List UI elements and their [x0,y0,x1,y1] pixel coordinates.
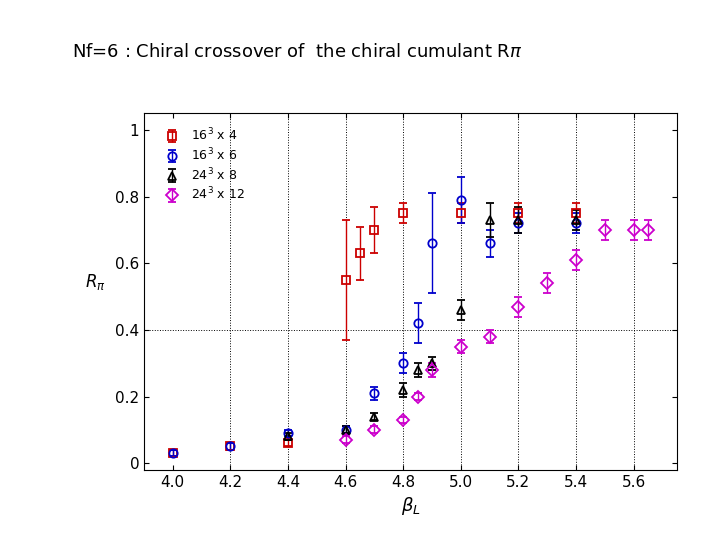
X-axis label: $\beta_L$: $\beta_L$ [400,495,420,517]
Text: Nf=6 : Chiral crossover of  the chiral cumulant R$\pi$: Nf=6 : Chiral crossover of the chiral cu… [72,43,523,61]
Y-axis label: $R_\pi$: $R_\pi$ [85,272,106,292]
Legend: 16$^3$ x 4, 16$^3$ x 6, 24$^3$ x 8, 24$^3$ x 12: 16$^3$ x 4, 16$^3$ x 6, 24$^3$ x 8, 24$^… [156,123,248,206]
